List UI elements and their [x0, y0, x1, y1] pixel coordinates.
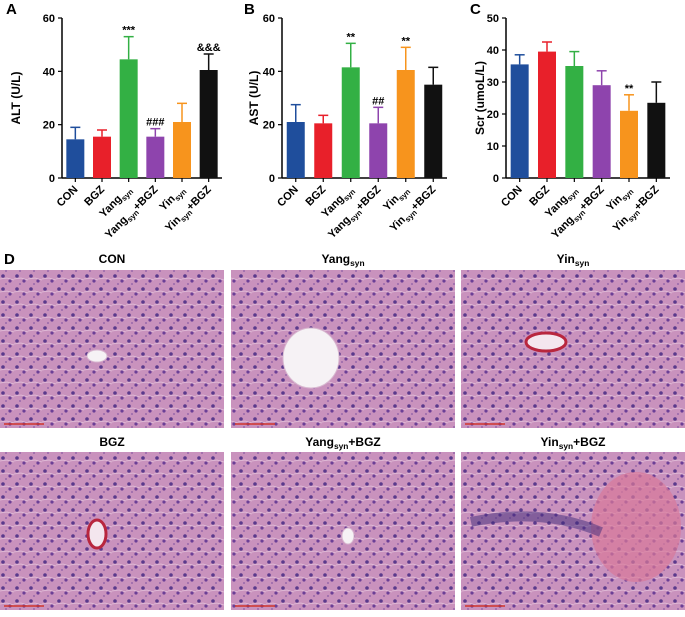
x-tick-label: Yinsyn — [381, 183, 412, 214]
bar — [286, 122, 305, 178]
y-tick-label: 20 — [487, 109, 499, 121]
significance: ** — [625, 83, 634, 95]
label-part: +BGZ — [632, 183, 662, 213]
label-part: +BGZ — [573, 435, 605, 449]
image-title: BGZ — [99, 435, 124, 449]
y-tick-label: 60 — [263, 13, 275, 25]
label-part: +BGZ — [354, 183, 384, 213]
y-tick-label: 40 — [43, 66, 55, 78]
panel-label: C — [470, 1, 481, 18]
image-title: CON — [99, 252, 126, 266]
y-tick-label: 0 — [493, 173, 499, 185]
label-part: CON — [275, 184, 301, 210]
vessel — [524, 331, 568, 353]
bar — [93, 136, 111, 178]
y-tick-label: 40 — [263, 66, 275, 78]
bar — [396, 70, 415, 178]
label-part: Yin — [540, 435, 558, 449]
panel-label: A — [6, 1, 17, 18]
x-tick-label: CON — [499, 184, 525, 210]
bar — [66, 139, 85, 178]
y-axis-title: AST (U/L) — [247, 71, 261, 126]
bar — [538, 51, 556, 178]
significance: ** — [401, 35, 410, 47]
y-tick-label: 60 — [43, 13, 55, 25]
image-title: Yinsyn+BGZ — [540, 435, 605, 451]
y-tick-label: 10 — [487, 141, 499, 153]
bar — [314, 123, 333, 178]
x-tick-label: Yinsyn+BGZ — [388, 183, 440, 235]
image-title: Yinsyn — [557, 252, 590, 268]
label-part: BGZ — [99, 435, 124, 449]
x-tick-label: CON — [55, 184, 81, 210]
vessel — [282, 327, 340, 389]
y-tick-label: 30 — [487, 77, 499, 89]
significance: ** — [346, 31, 355, 43]
bar — [620, 110, 638, 178]
histology-image — [461, 270, 685, 428]
subscript: syn — [559, 441, 573, 451]
significance: ## — [372, 95, 384, 107]
x-tick-label: CON — [275, 184, 301, 210]
image-title: Yangsyn — [321, 252, 364, 268]
label-part: Yang — [321, 252, 350, 266]
bar — [199, 70, 218, 178]
histology-image — [0, 452, 224, 610]
label-part: Yin — [557, 252, 575, 266]
subscript: syn — [575, 258, 589, 268]
bar — [647, 102, 666, 178]
inflammation — [469, 511, 603, 537]
label-part: CON — [99, 252, 126, 266]
histology-image — [231, 270, 455, 428]
x-tick-label: Yinsyn+BGZ — [163, 183, 215, 235]
vessel — [86, 349, 108, 363]
label-part: +BGZ — [184, 183, 214, 213]
y-axis-title: ALT (U/L) — [9, 71, 23, 124]
significance: &&& — [197, 42, 221, 54]
vessel — [86, 518, 108, 550]
bar — [565, 66, 584, 178]
histology-image — [0, 270, 224, 428]
y-tick-label: 50 — [487, 13, 499, 25]
y-tick-label: 40 — [487, 45, 499, 57]
subscript: syn — [350, 258, 364, 268]
y-tick-label: 20 — [43, 120, 55, 132]
panel-label: B — [244, 1, 255, 18]
bar — [424, 84, 443, 178]
label-part: +BGZ — [409, 183, 439, 213]
x-tick-label: BGZ — [303, 183, 328, 208]
label-part: +BGZ — [131, 183, 161, 213]
y-tick-label: 20 — [263, 120, 275, 132]
label-part: CON — [499, 184, 525, 210]
bar — [146, 136, 165, 178]
bar — [173, 122, 191, 178]
label-part: Yang — [305, 435, 334, 449]
significance: ### — [146, 117, 164, 129]
y-axis-title: Scr (umoL/L) — [473, 61, 487, 135]
panel-label: D — [4, 251, 15, 268]
x-tick-label: Yinsyn — [604, 183, 635, 214]
label-part: +BGZ — [348, 435, 380, 449]
label-part: CON — [55, 184, 81, 210]
bar — [592, 85, 611, 178]
y-tick-label: 0 — [269, 173, 275, 185]
x-tick-label: Yinsyn+BGZ — [611, 183, 663, 235]
x-tick-label: Yinsyn — [157, 183, 188, 214]
hemorrhage — [591, 472, 681, 582]
bar — [341, 67, 360, 178]
bar — [510, 64, 529, 178]
bar — [119, 59, 138, 179]
subscript: syn — [334, 441, 348, 451]
y-tick-label: 0 — [49, 173, 55, 185]
vessel — [341, 527, 355, 545]
label-part: +BGZ — [577, 183, 607, 213]
label-part: BGZ — [303, 183, 328, 208]
bar — [369, 123, 388, 178]
image-title: Yangsyn+BGZ — [305, 435, 380, 451]
significance: *** — [122, 25, 136, 37]
